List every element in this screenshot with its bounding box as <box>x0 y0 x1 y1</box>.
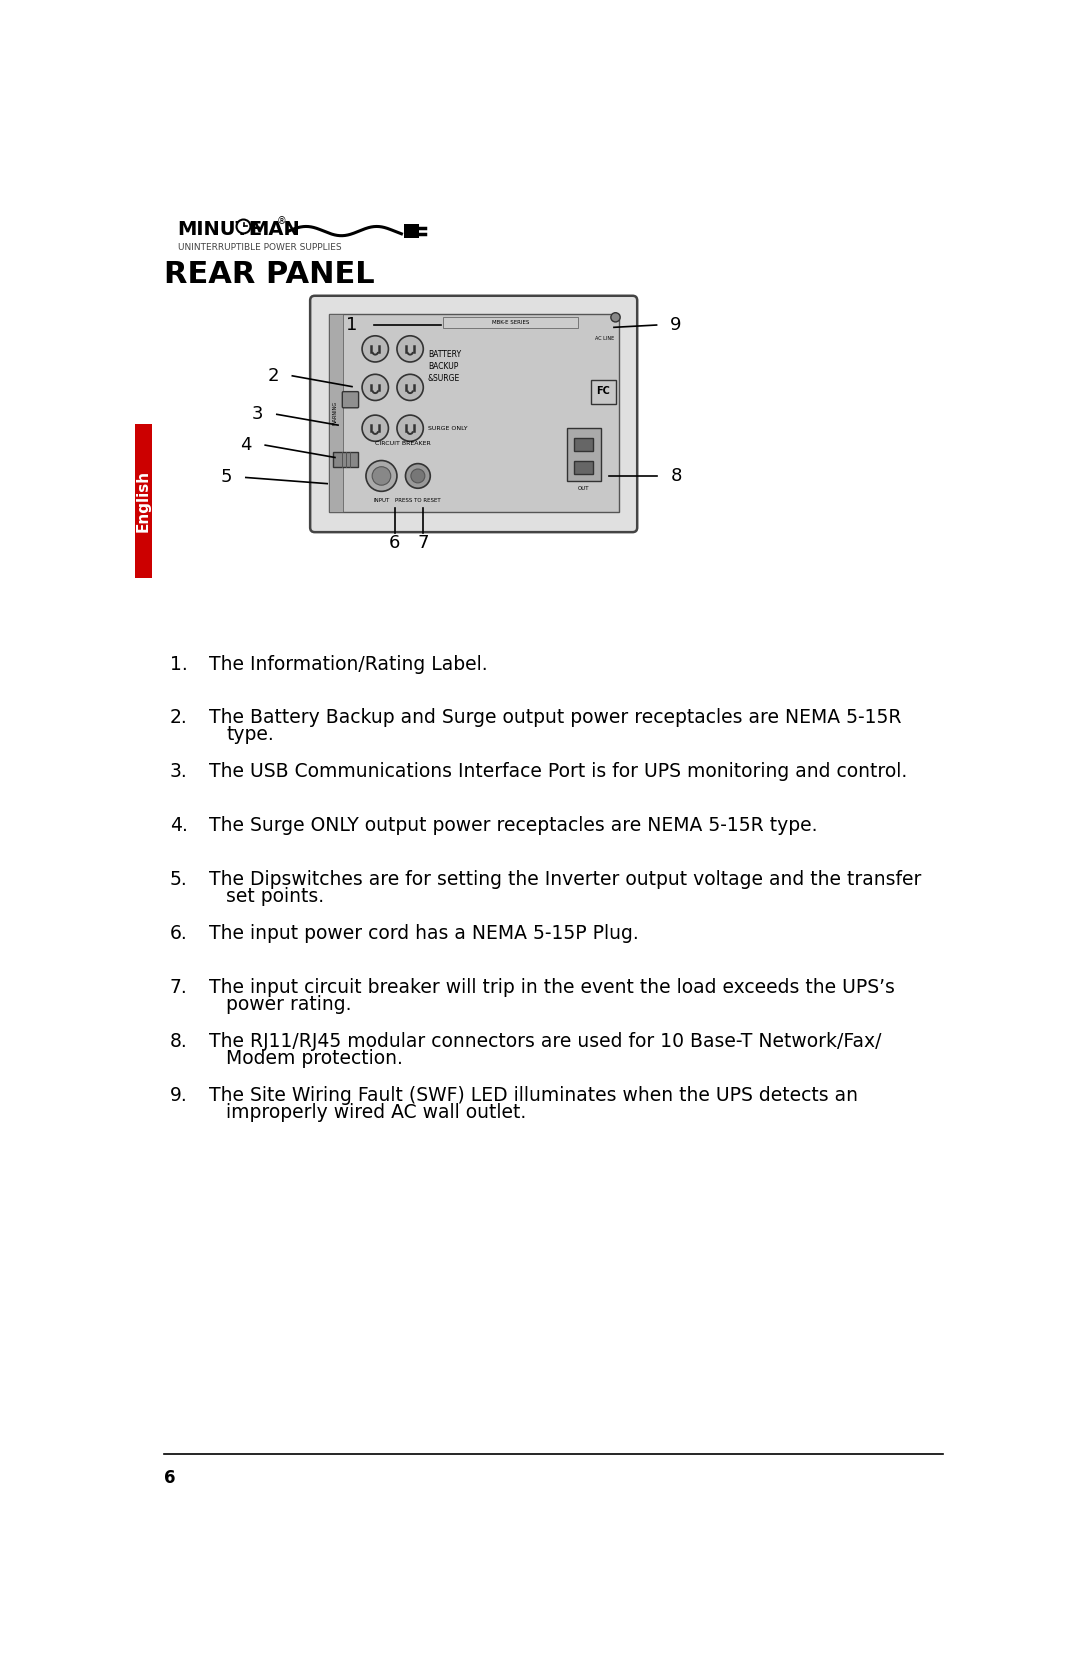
Text: MBK-E SERIES: MBK-E SERIES <box>492 320 529 325</box>
Text: 1: 1 <box>347 315 357 334</box>
Circle shape <box>362 374 389 401</box>
Text: OUT: OUT <box>578 486 590 491</box>
Text: 2: 2 <box>267 367 279 386</box>
Text: 6: 6 <box>389 534 401 552</box>
Circle shape <box>373 467 391 486</box>
Text: improperly wired AC wall outlet.: improperly wired AC wall outlet. <box>227 1103 527 1122</box>
Text: WARNING: WARNING <box>334 401 338 426</box>
Text: 4.: 4. <box>170 816 188 834</box>
Text: The input circuit breaker will trip in the event the load exceeds the UPS’s: The input circuit breaker will trip in t… <box>208 978 894 996</box>
Text: Modem protection.: Modem protection. <box>227 1048 403 1068</box>
Text: 4: 4 <box>240 436 252 454</box>
Text: REAR PANEL: REAR PANEL <box>164 260 375 289</box>
Circle shape <box>397 374 423 401</box>
Text: The Site Wiring Fault (SWF) LED illuminates when the UPS detects an: The Site Wiring Fault (SWF) LED illumina… <box>208 1087 858 1105</box>
Bar <box>328 314 342 512</box>
Text: MAN: MAN <box>249 220 300 239</box>
Text: CIRCUIT BREAKER: CIRCUIT BREAKER <box>375 441 431 446</box>
Text: The Surge ONLY output power receptacles are NEMA 5-15R type.: The Surge ONLY output power receptacles … <box>208 816 818 834</box>
Text: MINUTE: MINUTE <box>177 220 262 239</box>
Circle shape <box>237 220 251 234</box>
Text: The USB Communications Interface Port is for UPS monitoring and control.: The USB Communications Interface Port is… <box>208 763 907 781</box>
Circle shape <box>410 469 424 482</box>
Text: PRESS TO RESET: PRESS TO RESET <box>395 497 441 502</box>
Circle shape <box>611 312 620 322</box>
Text: 6: 6 <box>164 1469 176 1487</box>
Bar <box>334 452 359 467</box>
Text: set points.: set points. <box>227 888 325 906</box>
Text: INPUT: INPUT <box>374 497 390 502</box>
Text: The Dipswitches are for setting the Inverter output voltage and the transfer: The Dipswitches are for setting the Inve… <box>208 870 921 890</box>
Text: 8: 8 <box>671 467 681 486</box>
Text: The RJ11/RJ45 modular connectors are used for 10 Base-T Network/Fax/: The RJ11/RJ45 modular connectors are use… <box>208 1031 881 1051</box>
Bar <box>328 314 619 512</box>
Text: type.: type. <box>227 726 274 744</box>
Text: 7.: 7. <box>170 978 188 996</box>
Text: 8.: 8. <box>170 1031 188 1051</box>
Bar <box>575 439 593 451</box>
Text: English: English <box>136 469 151 532</box>
Text: UNINTERRUPTIBLE POWER SUPPLIES: UNINTERRUPTIBLE POWER SUPPLIES <box>177 242 341 252</box>
Circle shape <box>366 461 397 491</box>
Circle shape <box>405 464 430 489</box>
Text: 7: 7 <box>418 534 429 552</box>
Text: AC LINE: AC LINE <box>595 335 615 340</box>
Text: 3.: 3. <box>170 763 188 781</box>
Bar <box>404 224 419 239</box>
Text: 9.: 9. <box>170 1087 188 1105</box>
Text: The Battery Backup and Surge output power receptacles are NEMA 5-15R: The Battery Backup and Surge output powe… <box>208 708 901 728</box>
Bar <box>135 424 152 577</box>
Bar <box>444 317 578 329</box>
Bar <box>567 429 600 481</box>
Text: The input power cord has a NEMA 5-15P Plug.: The input power cord has a NEMA 5-15P Pl… <box>208 925 638 943</box>
Text: 5.: 5. <box>170 870 188 890</box>
Text: 1.: 1. <box>170 654 188 674</box>
Text: 3: 3 <box>252 406 264 424</box>
Text: ®: ® <box>276 215 286 225</box>
Text: 6.: 6. <box>170 925 188 943</box>
FancyBboxPatch shape <box>310 295 637 532</box>
Text: 5: 5 <box>220 469 232 486</box>
Circle shape <box>397 416 423 441</box>
Bar <box>575 461 593 474</box>
Text: 9: 9 <box>671 315 681 334</box>
Circle shape <box>362 335 389 362</box>
Text: FC: FC <box>596 386 610 396</box>
Circle shape <box>362 416 389 441</box>
FancyBboxPatch shape <box>591 381 616 404</box>
Circle shape <box>397 335 423 362</box>
Text: SURGE ONLY: SURGE ONLY <box>428 426 468 431</box>
Text: BATTERY
BACKUP
&SURGE: BATTERY BACKUP &SURGE <box>428 350 461 382</box>
FancyBboxPatch shape <box>342 392 359 407</box>
Text: 2.: 2. <box>170 708 188 728</box>
Text: power rating.: power rating. <box>227 995 352 1015</box>
Text: The Information/Rating Label.: The Information/Rating Label. <box>208 654 487 674</box>
